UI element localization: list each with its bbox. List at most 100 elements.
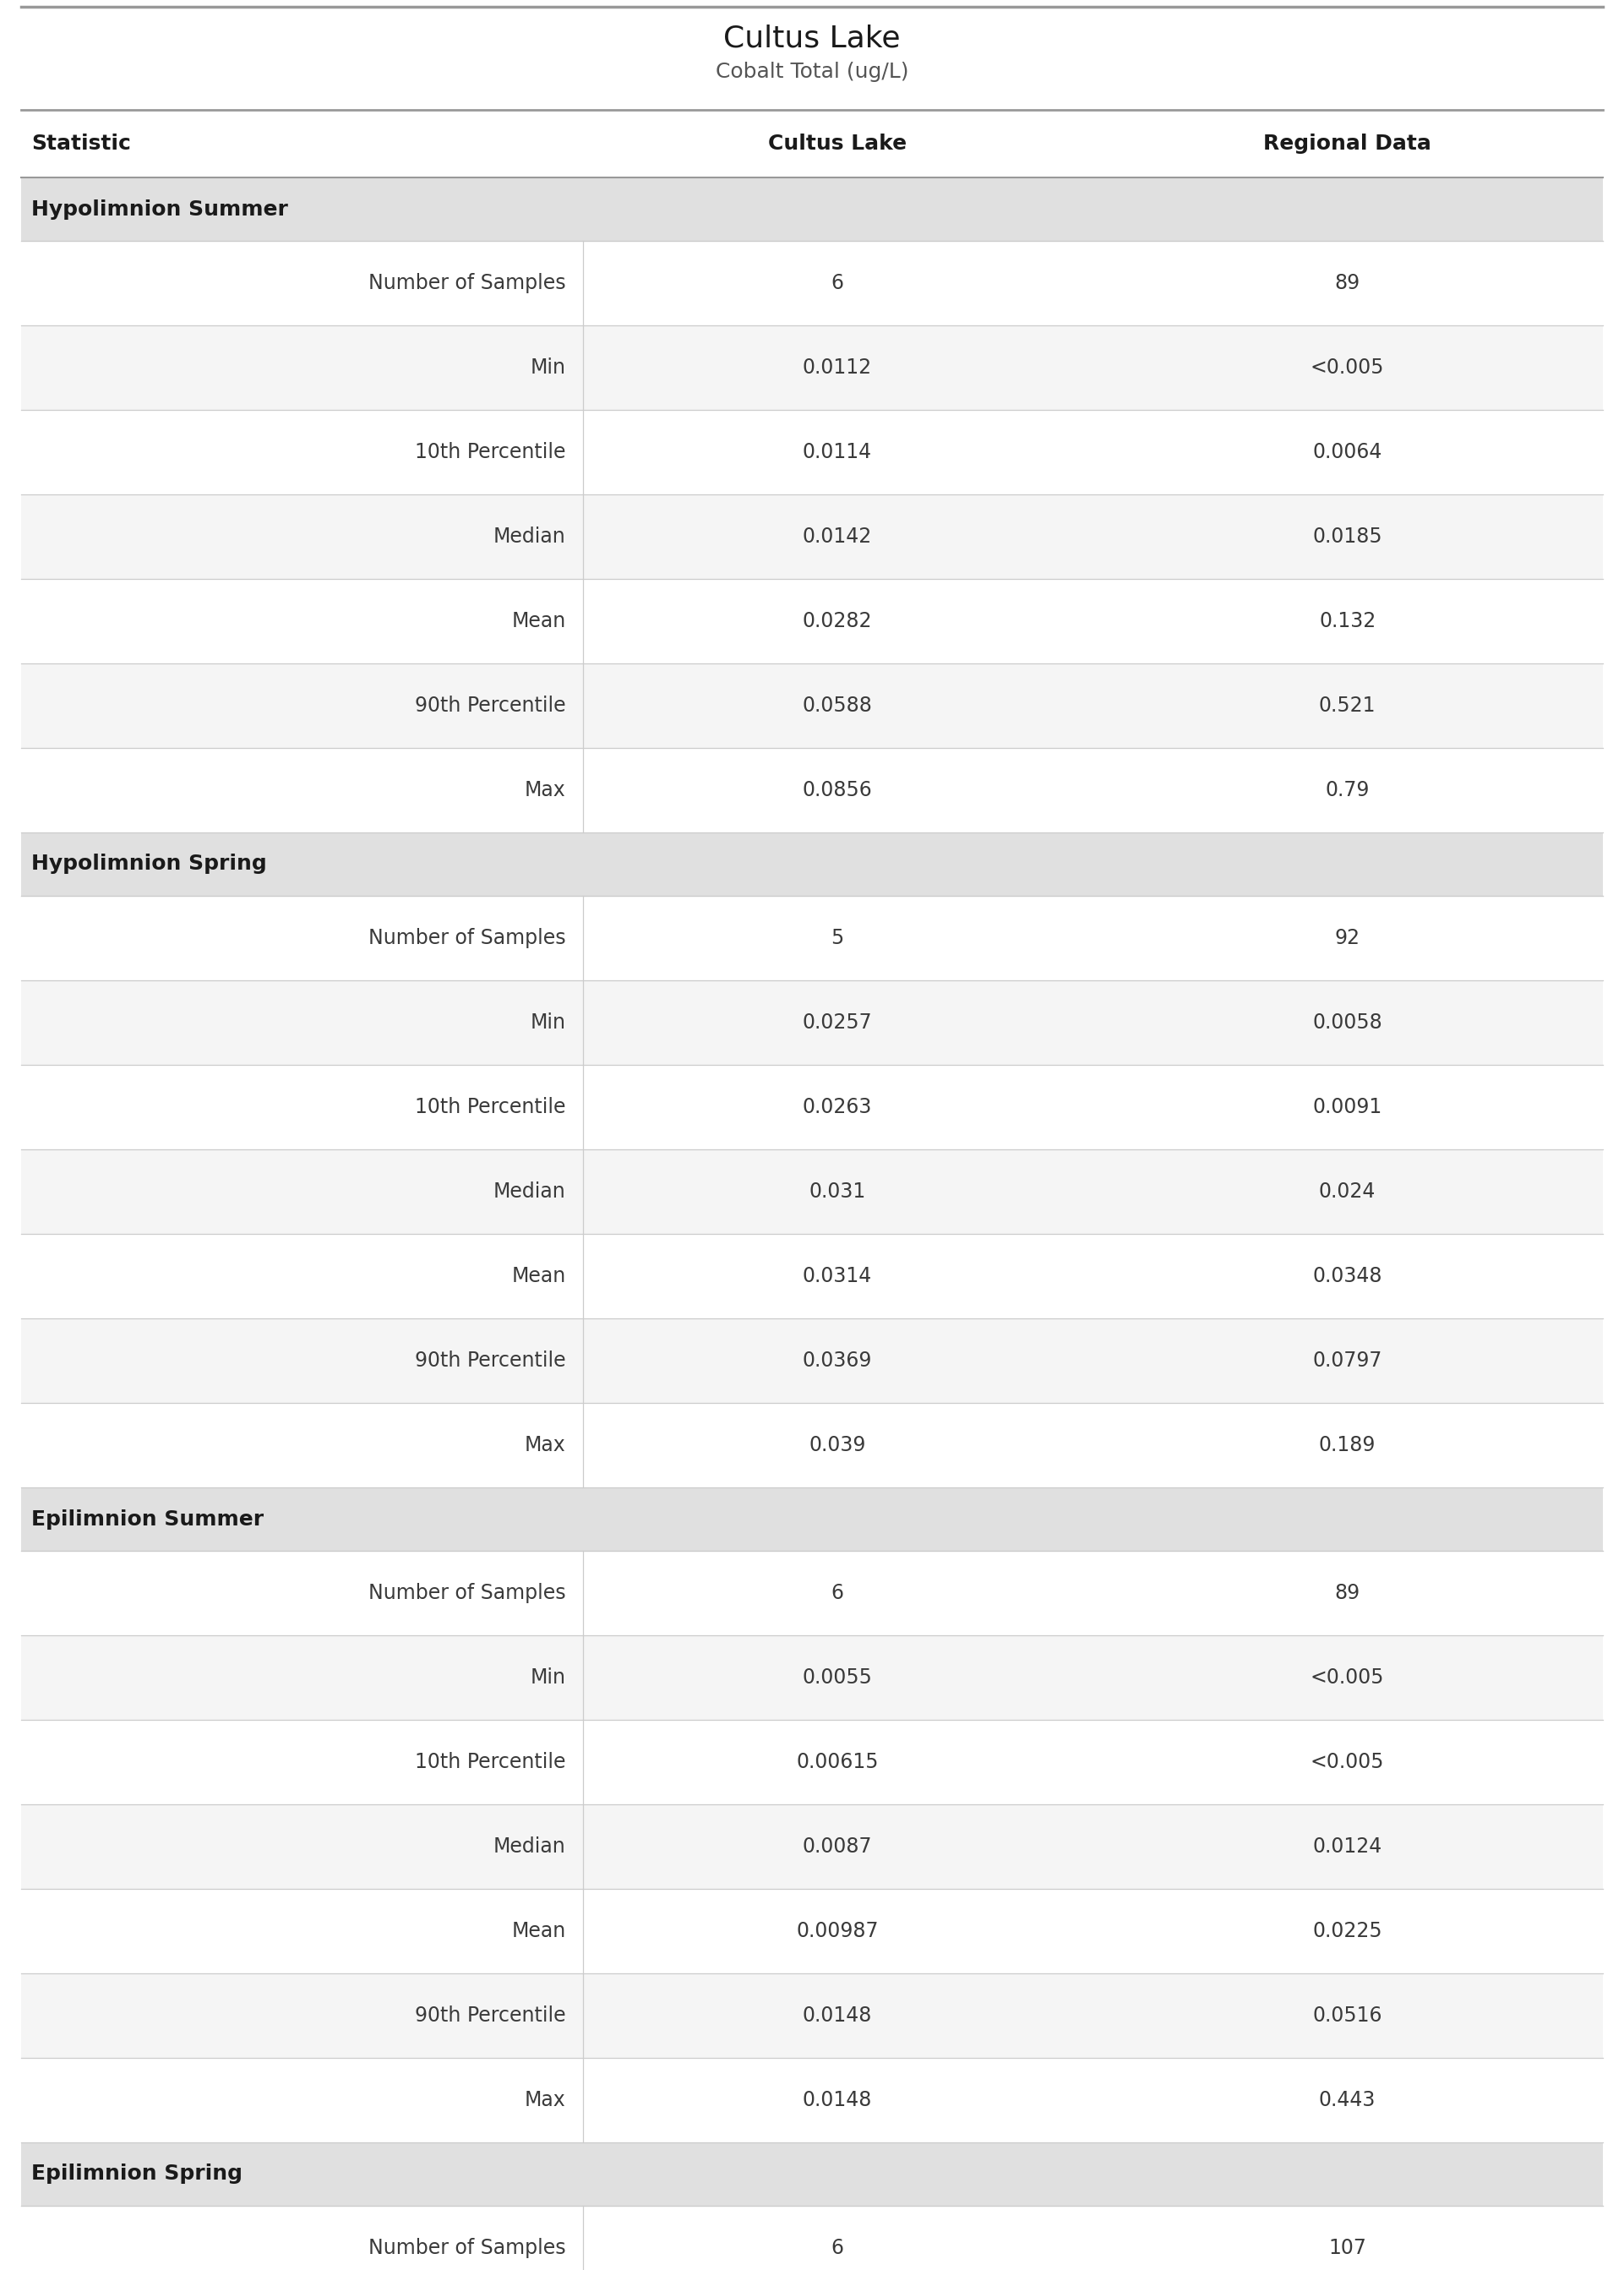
Text: Mean: Mean — [512, 1920, 565, 1941]
Bar — [21, 1065, 1603, 1149]
Text: Cultus Lake: Cultus Lake — [723, 23, 901, 52]
Bar — [21, 411, 1603, 495]
Text: 0.031: 0.031 — [809, 1180, 866, 1201]
Text: Cultus Lake: Cultus Lake — [768, 134, 906, 154]
Text: Median: Median — [494, 1836, 565, 1857]
Text: 0.0282: 0.0282 — [802, 611, 872, 631]
Text: Regional Data: Regional Data — [1263, 134, 1431, 154]
Text: 10th Percentile: 10th Percentile — [414, 1096, 565, 1117]
Text: 0.0369: 0.0369 — [802, 1351, 872, 1371]
Bar — [21, 1973, 1603, 2059]
Text: <0.005: <0.005 — [1311, 1668, 1384, 1687]
Bar — [21, 579, 1603, 663]
Text: 0.0114: 0.0114 — [802, 443, 872, 463]
Bar — [21, 1319, 1603, 1403]
Text: 0.79: 0.79 — [1325, 781, 1369, 801]
Text: 0.0314: 0.0314 — [802, 1267, 872, 1287]
Text: 5: 5 — [831, 928, 844, 949]
Text: Max: Max — [525, 2091, 565, 2111]
Bar — [21, 495, 1603, 579]
Text: Number of Samples: Number of Samples — [369, 272, 565, 293]
Bar — [21, 241, 1603, 325]
Text: Number of Samples: Number of Samples — [369, 928, 565, 949]
Text: 10th Percentile: 10th Percentile — [414, 1752, 565, 1773]
Text: <0.005: <0.005 — [1311, 356, 1384, 377]
Bar — [21, 1403, 1603, 1487]
Text: 0.0856: 0.0856 — [802, 781, 872, 801]
Text: 6: 6 — [831, 2238, 843, 2259]
Bar — [21, 1550, 1603, 1634]
Bar — [21, 2059, 1603, 2143]
Bar — [21, 981, 1603, 1065]
Text: Epilimnion Summer: Epilimnion Summer — [31, 1510, 263, 1530]
Text: 0.189: 0.189 — [1319, 1435, 1376, 1455]
Text: Statistic: Statistic — [31, 134, 132, 154]
Text: 0.039: 0.039 — [809, 1435, 866, 1455]
Text: 0.0263: 0.0263 — [802, 1096, 872, 1117]
Text: 6: 6 — [831, 1582, 843, 1603]
Bar — [21, 663, 1603, 747]
Text: Max: Max — [525, 1435, 565, 1455]
Text: 0.521: 0.521 — [1319, 695, 1376, 715]
Text: 0.443: 0.443 — [1319, 2091, 1376, 2111]
Text: 0.00987: 0.00987 — [796, 1920, 879, 1941]
Text: 92: 92 — [1335, 928, 1359, 949]
Bar — [21, 1805, 1603, 1889]
Text: 0.024: 0.024 — [1319, 1180, 1376, 1201]
Text: 107: 107 — [1328, 2238, 1366, 2259]
Bar — [21, 325, 1603, 411]
Text: 0.0797: 0.0797 — [1312, 1351, 1382, 1371]
Text: Number of Samples: Number of Samples — [369, 1582, 565, 1603]
Text: 0.0142: 0.0142 — [802, 527, 872, 547]
Text: 0.0148: 0.0148 — [802, 2004, 872, 2025]
Text: Hypolimnion Summer: Hypolimnion Summer — [31, 200, 287, 220]
Text: 0.0124: 0.0124 — [1312, 1836, 1382, 1857]
Text: 10th Percentile: 10th Percentile — [414, 443, 565, 463]
Text: Cobalt Total (ug/L): Cobalt Total (ug/L) — [716, 61, 908, 82]
Text: 0.0055: 0.0055 — [802, 1668, 872, 1687]
Text: <0.005: <0.005 — [1311, 1752, 1384, 1773]
Text: Median: Median — [494, 527, 565, 547]
Text: Mean: Mean — [512, 1267, 565, 1287]
Text: 0.0225: 0.0225 — [1312, 1920, 1382, 1941]
Text: Min: Min — [531, 356, 565, 377]
Bar — [21, 1889, 1603, 1973]
Bar — [21, 2143, 1603, 2206]
Bar — [21, 177, 1603, 241]
Text: 0.0185: 0.0185 — [1312, 527, 1382, 547]
Text: Number of Samples: Number of Samples — [369, 2238, 565, 2259]
Bar — [21, 1235, 1603, 1319]
Bar — [21, 747, 1603, 833]
Text: 0.0091: 0.0091 — [1312, 1096, 1382, 1117]
Text: 0.00615: 0.00615 — [796, 1752, 879, 1773]
Text: Mean: Mean — [512, 611, 565, 631]
Bar — [21, 2206, 1603, 2270]
Bar — [21, 1634, 1603, 1721]
Bar — [21, 1149, 1603, 1235]
Text: 0.0058: 0.0058 — [1312, 1012, 1382, 1033]
Text: 0.0064: 0.0064 — [1312, 443, 1382, 463]
Bar — [21, 1487, 1603, 1550]
Text: Max: Max — [525, 781, 565, 801]
Bar — [21, 897, 1603, 981]
Text: 0.0348: 0.0348 — [1312, 1267, 1382, 1287]
Text: 89: 89 — [1335, 1582, 1361, 1603]
Text: Min: Min — [531, 1012, 565, 1033]
Text: 0.0112: 0.0112 — [802, 356, 872, 377]
Text: 90th Percentile: 90th Percentile — [414, 695, 565, 715]
Text: 6: 6 — [831, 272, 843, 293]
Text: 0.0588: 0.0588 — [802, 695, 872, 715]
Text: Median: Median — [494, 1180, 565, 1201]
Text: 0.0257: 0.0257 — [802, 1012, 872, 1033]
Bar — [21, 1721, 1603, 1805]
Text: Epilimnion Spring: Epilimnion Spring — [31, 2163, 242, 2184]
Text: 90th Percentile: 90th Percentile — [414, 2004, 565, 2025]
Text: 0.0087: 0.0087 — [802, 1836, 872, 1857]
Text: 0.0516: 0.0516 — [1312, 2004, 1382, 2025]
Text: 0.0148: 0.0148 — [802, 2091, 872, 2111]
Text: Hypolimnion Spring: Hypolimnion Spring — [31, 854, 266, 874]
Text: 0.132: 0.132 — [1319, 611, 1376, 631]
Text: 89: 89 — [1335, 272, 1361, 293]
Text: Min: Min — [531, 1668, 565, 1687]
Text: 90th Percentile: 90th Percentile — [414, 1351, 565, 1371]
